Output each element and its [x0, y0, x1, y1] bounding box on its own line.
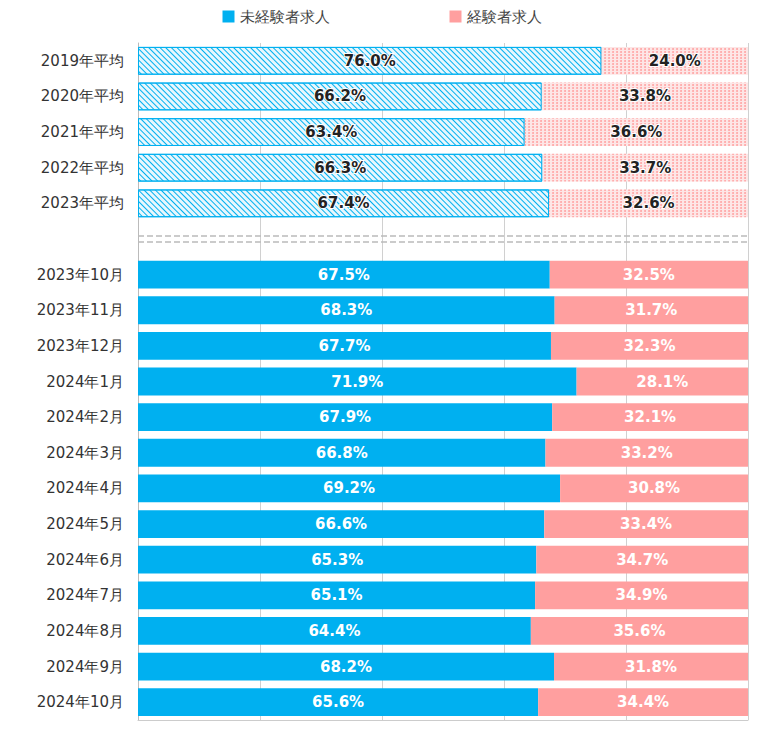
svg-text:33.2%: 33.2%	[621, 444, 673, 462]
svg-text:2021年平均: 2021年平均	[41, 123, 124, 141]
svg-text:76.0%: 76.0%	[344, 52, 396, 70]
svg-text:33.7%: 33.7%	[619, 159, 671, 177]
svg-text:2023年12月: 2023年12月	[37, 337, 124, 355]
svg-text:2019年平均: 2019年平均	[41, 52, 124, 70]
svg-text:69.2%: 69.2%	[323, 479, 375, 497]
svg-text:2024年10月: 2024年10月	[37, 693, 124, 711]
svg-text:34.7%: 34.7%	[616, 551, 668, 569]
svg-text:2024年1月: 2024年1月	[46, 373, 124, 391]
svg-text:2024年2月: 2024年2月	[46, 408, 124, 426]
svg-text:34.9%: 34.9%	[616, 586, 668, 604]
svg-text:66.6%: 66.6%	[315, 515, 367, 533]
svg-text:66.3%: 66.3%	[314, 159, 366, 177]
svg-text:32.5%: 32.5%	[623, 266, 675, 284]
svg-text:28.1%: 28.1%	[636, 373, 688, 391]
svg-text:2024年8月: 2024年8月	[46, 622, 124, 640]
svg-text:65.1%: 65.1%	[311, 586, 363, 604]
svg-text:2024年7月: 2024年7月	[46, 586, 124, 604]
svg-text:2023年11月: 2023年11月	[37, 301, 124, 319]
svg-text:31.7%: 31.7%	[625, 301, 677, 319]
svg-text:33.8%: 33.8%	[619, 87, 671, 105]
svg-text:2023年平均: 2023年平均	[41, 194, 124, 212]
svg-text:34.4%: 34.4%	[617, 693, 669, 711]
svg-text:33.4%: 33.4%	[620, 515, 672, 533]
svg-text:32.1%: 32.1%	[624, 408, 676, 426]
svg-text:32.6%: 32.6%	[623, 194, 675, 212]
svg-text:71.9%: 71.9%	[331, 373, 383, 391]
svg-text:66.2%: 66.2%	[314, 87, 366, 105]
svg-text:35.6%: 35.6%	[613, 622, 665, 640]
svg-text:31.8%: 31.8%	[625, 658, 677, 676]
svg-text:2024年6月: 2024年6月	[46, 551, 124, 569]
svg-text:68.3%: 68.3%	[320, 301, 372, 319]
svg-text:65.6%: 65.6%	[312, 693, 364, 711]
svg-text:67.5%: 67.5%	[318, 266, 370, 284]
svg-text:67.7%: 67.7%	[318, 337, 370, 355]
svg-text:未経験者求人: 未経験者求人	[240, 8, 330, 26]
svg-text:65.3%: 65.3%	[311, 551, 363, 569]
svg-text:2024年5月: 2024年5月	[46, 515, 124, 533]
svg-text:63.4%: 63.4%	[305, 123, 357, 141]
svg-text:67.9%: 67.9%	[319, 408, 371, 426]
svg-text:67.4%: 67.4%	[318, 194, 370, 212]
svg-text:経験者求人: 経験者求人	[466, 8, 542, 26]
svg-text:32.3%: 32.3%	[623, 337, 675, 355]
svg-text:2020年平均: 2020年平均	[41, 87, 124, 105]
svg-text:2024年9月: 2024年9月	[46, 658, 124, 676]
svg-text:24.0%: 24.0%	[649, 52, 701, 70]
svg-text:66.8%: 66.8%	[316, 444, 368, 462]
svg-text:68.2%: 68.2%	[320, 658, 372, 676]
svg-text:2022年平均: 2022年平均	[41, 159, 124, 177]
svg-text:2024年3月: 2024年3月	[46, 444, 124, 462]
svg-text:64.4%: 64.4%	[308, 622, 360, 640]
svg-text:2024年4月: 2024年4月	[46, 479, 124, 497]
svg-text:2023年10月: 2023年10月	[37, 266, 124, 284]
svg-text:36.6%: 36.6%	[610, 123, 662, 141]
svg-text:30.8%: 30.8%	[628, 479, 680, 497]
